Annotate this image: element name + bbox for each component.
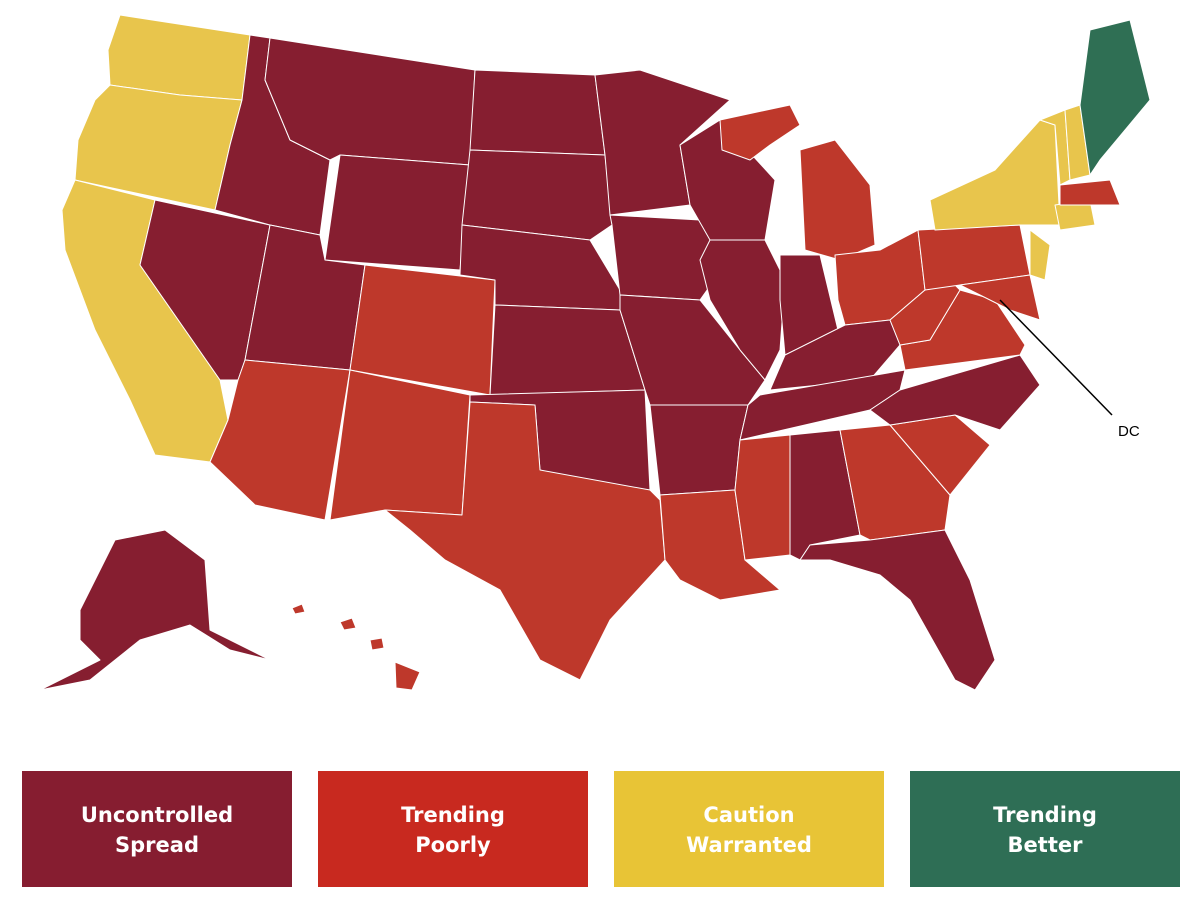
state: [291, 603, 306, 615]
legend-label: Poorly: [415, 833, 491, 857]
state: [489, 304, 646, 396]
legend-label: Spread: [115, 833, 199, 857]
state: [324, 154, 471, 271]
state: [329, 369, 471, 521]
legend-label: Trending: [401, 803, 505, 827]
state: [699, 239, 786, 381]
legend-label: Better: [1008, 833, 1084, 857]
state: [461, 149, 613, 241]
state: [384, 401, 666, 681]
dc-leader: [999, 299, 1113, 416]
state: [1029, 229, 1051, 281]
state: [929, 119, 1061, 231]
state: [734, 434, 791, 561]
state: [339, 617, 357, 631]
us-map: [39, 14, 1151, 691]
state: [1079, 19, 1151, 176]
state: [959, 274, 1041, 321]
legend-label: Uncontrolled: [81, 803, 233, 827]
legend-label: Caution: [703, 803, 794, 827]
legend-swatch: [910, 771, 1180, 887]
legend-swatch: [318, 771, 588, 887]
state: [799, 139, 876, 261]
state: [39, 529, 271, 691]
legend-swatch: [22, 771, 292, 887]
state: [1059, 179, 1121, 206]
state: [1039, 109, 1071, 186]
state: [107, 14, 251, 101]
state: [469, 69, 606, 156]
state: [394, 661, 421, 691]
legend-label: Trending: [993, 803, 1097, 827]
state: [649, 404, 749, 496]
state: [719, 104, 801, 161]
state: [869, 354, 1041, 431]
legend-label: Warranted: [686, 833, 812, 857]
state: [799, 529, 996, 691]
dc-label: DC: [1118, 423, 1140, 440]
legend-swatch: [614, 771, 884, 887]
state: [209, 359, 351, 521]
legend: Uncontrolled Spread Trending Poorly Caution W…: [22, 771, 1180, 887]
state: [369, 637, 385, 651]
